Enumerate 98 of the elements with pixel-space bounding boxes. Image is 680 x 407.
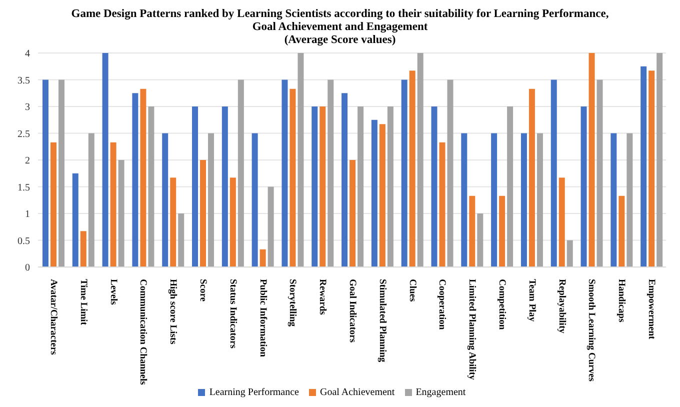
bar [499, 196, 506, 267]
bar [618, 196, 625, 267]
chart-title: Game Design Patterns ranked by Learning Scientists according to their suitability for Learning Performance, Goal Achievement and Engagement [70, 8, 610, 34]
bar [447, 80, 454, 267]
bar [558, 178, 565, 267]
bar [588, 53, 595, 267]
bar [170, 178, 176, 267]
bar [439, 142, 446, 267]
bar [520, 133, 527, 267]
bar [528, 88, 535, 267]
y-tick-label: 1 [25, 209, 30, 220]
y-tick-label: 2 [25, 156, 30, 167]
bar [328, 80, 334, 267]
bar [358, 106, 364, 267]
bar [580, 106, 587, 267]
bar [192, 106, 198, 267]
y-tick-label: 0.5 [18, 236, 30, 247]
bar [148, 106, 154, 267]
bar [379, 124, 386, 267]
x-tick-label: Communication Channels [138, 279, 148, 386]
x-tick-label: Empowerment [646, 279, 656, 340]
x-tick-label: Public Information [257, 279, 268, 358]
bar [648, 70, 655, 267]
bar [260, 249, 266, 267]
bar [162, 133, 168, 267]
legend-label: Learning Performance [209, 387, 299, 398]
y-tick-label: 4 [25, 48, 30, 60]
bar [461, 133, 468, 267]
bar [178, 214, 184, 267]
x-tick-label: Replayability [556, 279, 566, 334]
x-tick-label: Goal Indicators [347, 279, 357, 343]
bar [417, 53, 424, 267]
bar [282, 80, 288, 267]
x-tick-label: Team Play [526, 279, 536, 322]
bar [110, 142, 116, 267]
bar [222, 106, 228, 267]
bar [42, 80, 48, 267]
bar [371, 120, 378, 267]
bar [102, 53, 108, 267]
bar [58, 80, 64, 267]
bar [596, 80, 603, 267]
x-tick-label: Rewards [317, 279, 328, 316]
bar [320, 106, 326, 267]
bar [140, 88, 146, 267]
x-tick-label: Smooth Learning Curves [586, 279, 596, 382]
bar [656, 53, 663, 267]
bar [268, 186, 274, 267]
chart-subtitle: (Average Score values) [283, 34, 397, 47]
bar [469, 196, 476, 267]
bar [88, 133, 94, 267]
bar [350, 160, 356, 267]
bar [208, 133, 214, 267]
bar [491, 133, 498, 267]
bar [118, 160, 124, 267]
bar [626, 133, 633, 267]
bar [132, 93, 138, 267]
bar [72, 173, 78, 267]
bar [401, 80, 408, 267]
x-tick-label: Levels [108, 279, 118, 306]
legend-label: Goal Achievement [320, 387, 395, 398]
y-tick-label: 2.5 [18, 128, 30, 140]
legend-label: Engagement [416, 387, 466, 398]
y-tick-label: 1.5 [18, 182, 30, 194]
bar [252, 133, 258, 267]
x-tick-label: Status Indicators [227, 279, 238, 349]
bar [200, 160, 206, 267]
x-tick-label: Storytelling [287, 279, 298, 327]
x-tick-label: Avatar/Characters [48, 279, 58, 356]
x-tick-label: Cooperation [436, 279, 447, 330]
bar [290, 88, 296, 267]
bar [431, 106, 438, 267]
x-tick-label: Stimulated Planning [376, 279, 387, 362]
y-tick-label: 0 [25, 262, 30, 274]
y-tick-label: 3.5 [18, 75, 30, 86]
bar [507, 106, 514, 267]
bar [50, 142, 56, 267]
bar [550, 80, 557, 267]
bar [477, 214, 484, 267]
bar [610, 133, 617, 267]
x-tick-label: Time Limit [78, 279, 88, 326]
x-tick-label: Handicaps [616, 279, 626, 323]
bar [640, 66, 647, 267]
bar [342, 93, 348, 267]
y-tick-label: 3 [25, 102, 30, 114]
bar [566, 240, 573, 267]
bar [387, 106, 394, 267]
bar [536, 133, 543, 267]
x-tick-label: High score Lists [168, 279, 178, 345]
bar [230, 178, 236, 267]
x-tick-label: Limited Planning Ability [466, 279, 477, 380]
bar [298, 53, 304, 267]
bar [409, 70, 416, 267]
x-tick-label: Score [197, 279, 208, 302]
x-tick-label: Competition [496, 279, 507, 330]
bar [238, 80, 244, 267]
bar [312, 106, 318, 267]
bar [80, 231, 86, 267]
x-tick-label: Clues [406, 279, 417, 302]
